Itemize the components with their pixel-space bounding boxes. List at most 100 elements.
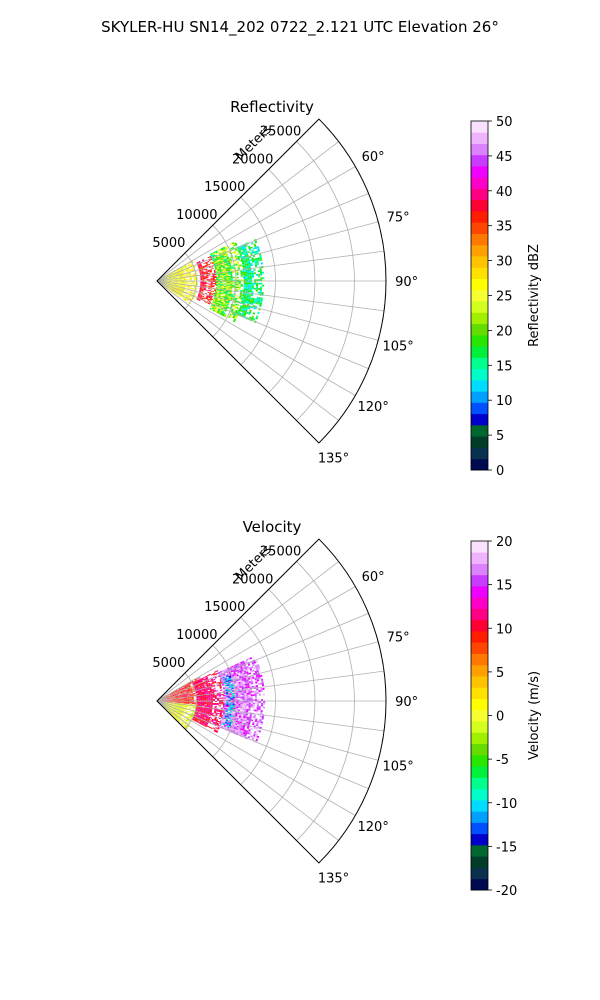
echo-cell [187,698,190,699]
echo-cell [237,712,240,715]
echo-cell [212,694,215,697]
echo-cell [240,289,243,292]
echo-cell [185,716,188,718]
echo-cell [224,264,227,267]
echo-cell [168,704,171,706]
echo-cell [223,710,226,712]
echo-cell [177,714,180,716]
echo-cell [245,658,249,662]
echo-cell [183,702,186,703]
echo-cell [173,712,176,714]
echo-cell [219,725,222,727]
echo-cell [248,689,251,692]
echo-cell [246,673,250,676]
echo-cell [172,714,174,717]
echo-cell [210,305,213,307]
echo-cell [215,673,218,675]
echo-cell [179,711,181,714]
echo-cell [163,279,166,280]
echo-cell [251,682,254,685]
echo-cell [168,706,171,708]
echo-cell [168,696,171,698]
echo-cell [182,707,185,708]
echo-cell [201,684,204,686]
echo-cell [240,726,243,729]
echo-cell [198,266,201,269]
echo-cell [254,263,257,266]
echo-cell [210,727,213,730]
echo-cell [247,271,250,274]
echo-cell [203,298,206,300]
echo-cell [255,287,258,290]
echo-cell [164,696,167,698]
echo-cell [259,271,263,274]
echo-cell [222,302,225,305]
echo-cell [197,721,200,723]
echo-cell [236,271,239,273]
echo-cell [225,301,228,304]
echo-cell [174,694,177,696]
echo-cell [189,717,193,719]
echo-cell [213,290,217,292]
echo-cell [205,680,208,683]
echo-cell [178,720,180,722]
echo-cell [249,715,252,718]
echo-cell [246,689,249,692]
echo-cell [203,271,206,273]
echo-cell [236,730,240,733]
echo-cell [209,253,213,255]
echo-cell [168,709,171,711]
echo-cell [177,717,180,720]
echo-cell [231,691,234,694]
echo-cell [208,705,211,707]
echo-cell [179,721,182,723]
echo-cell [196,702,199,704]
echo-cell [190,291,193,293]
echo-cell [182,691,185,693]
echo-cell [247,282,250,285]
echo-cell [210,678,213,681]
echo-cell [185,291,189,293]
echo-cell [250,699,253,701]
echo-cell [218,695,221,697]
echo-cell [234,682,237,685]
echo-cell [223,674,226,677]
echo-cell [162,704,164,706]
echo-cell [204,281,207,283]
echo-cell [189,286,192,288]
echo-cell [236,260,239,263]
echo-cell [211,681,215,684]
echo-cell [166,708,168,711]
echo-cell [169,273,172,275]
echo-cell [221,674,224,677]
echo-cell [197,264,200,267]
echo-cell [213,730,216,733]
echo-cell [176,274,179,276]
echo-cell [200,277,203,278]
echo-cell [178,288,181,289]
echo-cell [202,714,205,717]
echo-cell [198,698,201,700]
echo-cell [181,706,184,707]
echo-cell [212,695,215,698]
echo-cell [182,709,185,711]
echo-cell [189,699,192,700]
echo-cell [180,687,183,689]
echo-cell [170,275,173,277]
echo-cell [175,270,177,272]
echo-cell [250,696,253,698]
echo-cell [244,691,247,694]
echo-cell [190,708,193,710]
echo-cell [255,257,258,260]
echo-cell [210,683,213,685]
echo-cell [176,711,179,713]
echo-cell [252,312,256,315]
echo-cell [206,276,209,278]
echo-cell [218,267,222,269]
azimuth-spoke [156,141,339,282]
echo-cell [214,729,217,731]
echo-cell [173,282,176,283]
echo-cell [198,293,201,295]
echo-cell [219,261,222,263]
echo-cell [215,270,218,272]
